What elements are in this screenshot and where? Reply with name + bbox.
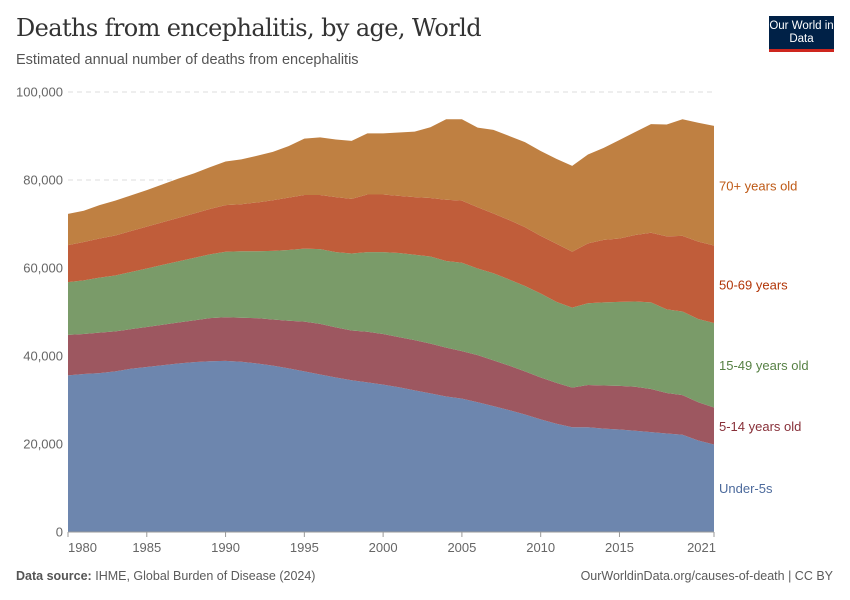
y-axis: 0 20,000 40,000 60,000 80,000 100,000 <box>16 85 63 540</box>
data-source: Data source: IHME, Global Burden of Dise… <box>16 569 315 583</box>
y-tick-label: 40,000 <box>23 349 63 364</box>
x-tick-label: 1985 <box>132 540 161 555</box>
series-label: 50-69 years <box>719 277 788 292</box>
x-tick-label: 2005 <box>447 540 476 555</box>
url-license[interactable]: OurWorldinData.org/causes-of-death | CC … <box>580 569 833 583</box>
area-under-5s[interactable] <box>68 360 714 532</box>
series-label: 5-14 years old <box>719 419 801 434</box>
x-tick-label: 1980 <box>68 540 97 555</box>
owid-logo[interactable]: Our World in Data <box>769 16 834 52</box>
x-tick-label: 2015 <box>605 540 634 555</box>
series-label: Under-5s <box>719 481 773 496</box>
series-label: 15-49 years old <box>719 358 809 373</box>
area-70-years-old[interactable] <box>68 119 714 252</box>
areas <box>68 119 714 532</box>
x-tick-label: 1990 <box>211 540 240 555</box>
chart-subtitle: Estimated annual number of deaths from e… <box>16 52 359 68</box>
series-label: 70+ years old <box>719 179 797 194</box>
x-tick-label: 2010 <box>526 540 555 555</box>
y-tick-label: 0 <box>56 525 63 540</box>
source-label: Data source: <box>16 569 92 583</box>
chart-title: Deaths from encephalitis, by age, World <box>16 14 482 42</box>
area-5-14-years-old[interactable] <box>68 317 714 445</box>
y-tick-label: 100,000 <box>16 85 63 100</box>
area-50-69-years[interactable] <box>68 194 714 323</box>
x-tick-label: 1995 <box>290 540 319 555</box>
y-tick-label: 60,000 <box>23 261 63 276</box>
area-15-49-years-old[interactable] <box>68 248 714 408</box>
x-tick-label: 2000 <box>369 540 398 555</box>
x-tick-label: 2021 <box>687 540 716 555</box>
y-tick-label: 80,000 <box>23 173 63 188</box>
series-labels: Under-5s 5-14 years old 15-49 years old 50-… <box>719 179 809 497</box>
y-tick-label: 20,000 <box>23 437 63 452</box>
logo-text: Our World in Data <box>769 20 834 45</box>
x-axis: 1980 1985 1990 1995 2000 2005 2010 2015 2021 <box>67 531 716 555</box>
source-text[interactable]: IHME, Global Burden of Disease (2024) <box>95 569 316 583</box>
